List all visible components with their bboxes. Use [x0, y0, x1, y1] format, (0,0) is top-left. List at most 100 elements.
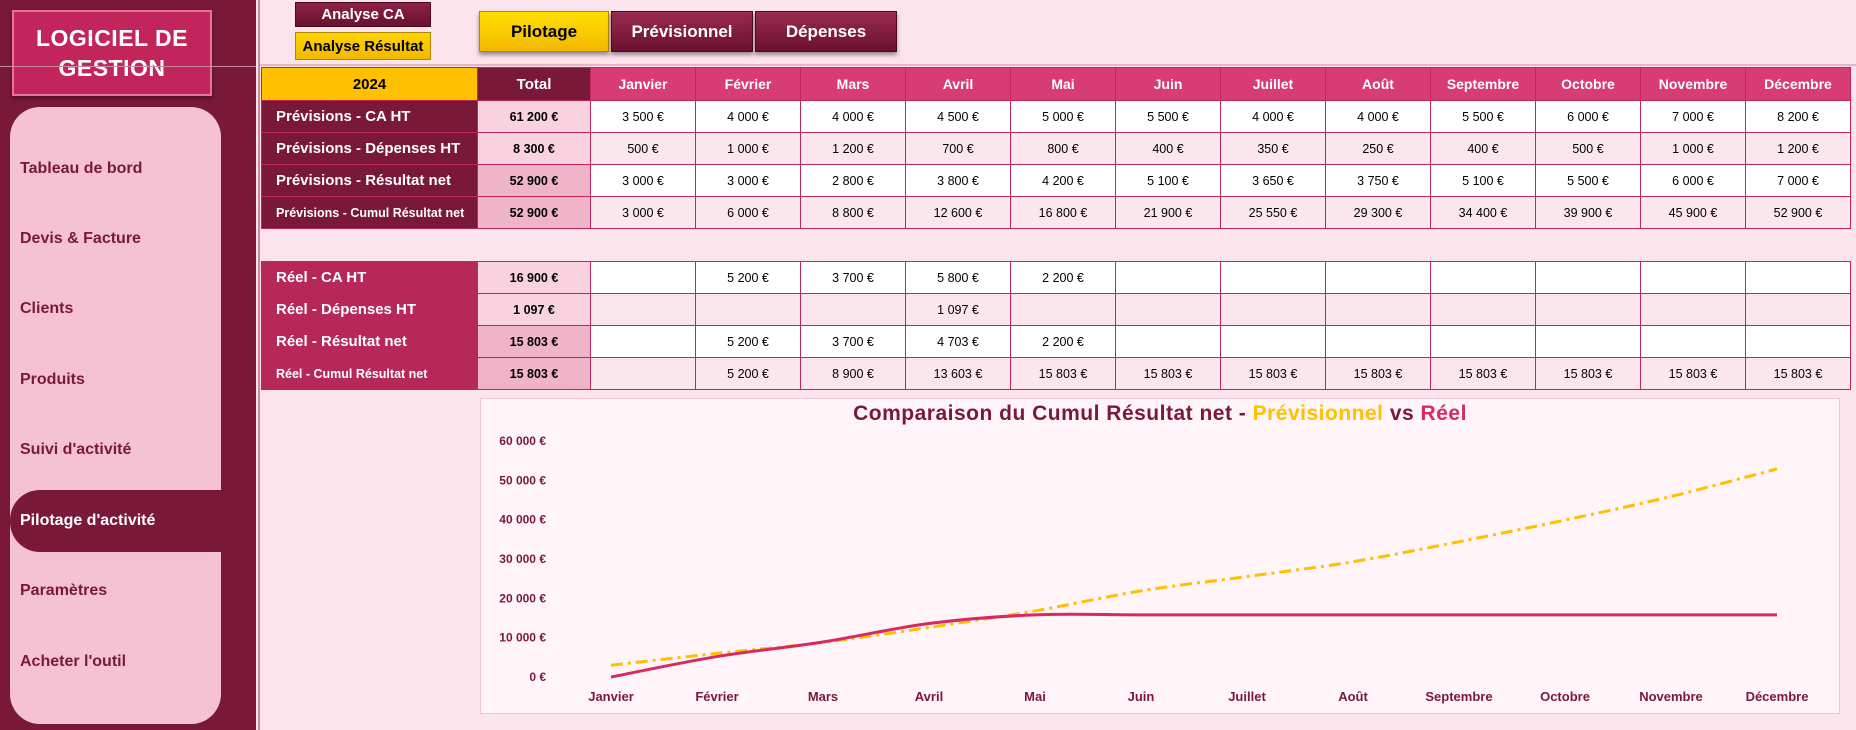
- table-cell[interactable]: 4 000 €: [1220, 100, 1326, 133]
- table-cell[interactable]: 3 750 €: [1325, 164, 1431, 197]
- table-cell[interactable]: [1220, 293, 1326, 326]
- table-cell[interactable]: 3 500 €: [590, 100, 696, 133]
- sidebar-item-acheter-outil[interactable]: Acheter l'outil: [20, 653, 127, 670]
- table-cell[interactable]: 400 €: [1115, 132, 1221, 165]
- sidebar-item-devis-facture[interactable]: Devis & Facture: [20, 230, 141, 247]
- table-cell[interactable]: 700 €: [905, 132, 1011, 165]
- table-cell[interactable]: 15 803 €: [1010, 357, 1116, 390]
- table-cell[interactable]: [1325, 293, 1431, 326]
- table-cell[interactable]: 3 700 €: [800, 325, 906, 358]
- table-cell[interactable]: 3 700 €: [800, 261, 906, 294]
- table-cell[interactable]: 6 000 €: [695, 196, 801, 229]
- table-cell[interactable]: [590, 357, 696, 390]
- table-cell[interactable]: 16 800 €: [1010, 196, 1116, 229]
- table-cell[interactable]: 1 097 €: [905, 293, 1011, 326]
- sidebar-item-pilotage-activite[interactable]: Pilotage d'activité: [10, 490, 222, 552]
- table-cell[interactable]: [1535, 293, 1641, 326]
- table-cell[interactable]: [1010, 293, 1116, 326]
- analyse-resultat-button[interactable]: Analyse Résultat: [295, 32, 431, 60]
- sidebar-item-suivi-activite[interactable]: Suivi d'activité: [20, 441, 132, 458]
- table-cell[interactable]: [1640, 325, 1746, 358]
- analyse-ca-button[interactable]: Analyse CA: [295, 2, 431, 27]
- table-cell[interactable]: 3 000 €: [590, 196, 696, 229]
- table-cell[interactable]: 21 900 €: [1115, 196, 1221, 229]
- table-cell[interactable]: 5 000 €: [1010, 100, 1116, 133]
- table-cell[interactable]: 34 400 €: [1430, 196, 1536, 229]
- table-cell[interactable]: [590, 325, 696, 358]
- table-cell[interactable]: 12 600 €: [905, 196, 1011, 229]
- table-cell[interactable]: 4 703 €: [905, 325, 1011, 358]
- table-cell[interactable]: 15 803 €: [1325, 357, 1431, 390]
- table-cell[interactable]: 3 800 €: [905, 164, 1011, 197]
- table-cell[interactable]: [1220, 325, 1326, 358]
- table-cell[interactable]: [1430, 325, 1536, 358]
- table-cell[interactable]: 39 900 €: [1535, 196, 1641, 229]
- tab-depenses[interactable]: Dépenses: [755, 11, 897, 52]
- table-cell[interactable]: 3 650 €: [1220, 164, 1326, 197]
- table-cell[interactable]: 45 900 €: [1640, 196, 1746, 229]
- table-cell[interactable]: 2 200 €: [1010, 261, 1116, 294]
- table-cell[interactable]: 7 000 €: [1745, 164, 1851, 197]
- table-cell[interactable]: [1220, 261, 1326, 294]
- table-cell[interactable]: 13 603 €: [905, 357, 1011, 390]
- table-cell[interactable]: [1745, 261, 1851, 294]
- table-cell[interactable]: 500 €: [1535, 132, 1641, 165]
- table-cell[interactable]: 2 800 €: [800, 164, 906, 197]
- table-cell[interactable]: 52 900 €: [1745, 196, 1851, 229]
- table-cell[interactable]: 4 200 €: [1010, 164, 1116, 197]
- table-cell[interactable]: [1535, 325, 1641, 358]
- table-cell[interactable]: 29 300 €: [1325, 196, 1431, 229]
- table-cell[interactable]: [1325, 261, 1431, 294]
- table-cell[interactable]: 4 500 €: [905, 100, 1011, 133]
- table-cell[interactable]: 250 €: [1325, 132, 1431, 165]
- table-cell[interactable]: [1430, 261, 1536, 294]
- table-cell[interactable]: [590, 261, 696, 294]
- table-cell[interactable]: 15 803 €: [1115, 357, 1221, 390]
- sidebar-item-clients[interactable]: Clients: [20, 300, 74, 317]
- table-cell[interactable]: [1745, 293, 1851, 326]
- table-cell[interactable]: 8 200 €: [1745, 100, 1851, 133]
- table-cell[interactable]: 5 200 €: [695, 325, 801, 358]
- sidebar-item-parametres[interactable]: Paramètres: [20, 582, 108, 599]
- table-cell[interactable]: 8 800 €: [800, 196, 906, 229]
- table-cell[interactable]: [695, 293, 801, 326]
- table-cell[interactable]: 15 803 €: [1745, 357, 1851, 390]
- table-cell[interactable]: 1 000 €: [1640, 132, 1746, 165]
- tab-pilotage[interactable]: Pilotage: [479, 11, 609, 52]
- sidebar-item-tableau-de-bord[interactable]: Tableau de bord: [20, 160, 143, 177]
- table-cell[interactable]: [1535, 261, 1641, 294]
- table-cell[interactable]: 7 000 €: [1640, 100, 1746, 133]
- table-cell[interactable]: 5 500 €: [1115, 100, 1221, 133]
- table-cell[interactable]: [590, 293, 696, 326]
- table-cell[interactable]: [1745, 325, 1851, 358]
- table-cell[interactable]: [800, 293, 906, 326]
- table-cell[interactable]: [1430, 293, 1536, 326]
- table-cell[interactable]: 1 200 €: [800, 132, 906, 165]
- table-cell[interactable]: 25 550 €: [1220, 196, 1326, 229]
- sidebar-item-produits[interactable]: Produits: [20, 371, 85, 388]
- table-cell[interactable]: 5 800 €: [905, 261, 1011, 294]
- table-cell[interactable]: [1640, 293, 1746, 326]
- table-cell[interactable]: 4 000 €: [1325, 100, 1431, 133]
- table-cell[interactable]: 6 000 €: [1535, 100, 1641, 133]
- table-cell[interactable]: 6 000 €: [1640, 164, 1746, 197]
- table-cell[interactable]: 15 803 €: [1640, 357, 1746, 390]
- table-cell[interactable]: [1325, 325, 1431, 358]
- table-cell[interactable]: 500 €: [590, 132, 696, 165]
- table-cell[interactable]: 15 803 €: [1220, 357, 1326, 390]
- table-cell[interactable]: 3 000 €: [695, 164, 801, 197]
- table-cell[interactable]: 5 500 €: [1430, 100, 1536, 133]
- table-cell[interactable]: 5 200 €: [695, 261, 801, 294]
- table-cell[interactable]: 2 200 €: [1010, 325, 1116, 358]
- table-cell[interactable]: [1115, 325, 1221, 358]
- table-cell[interactable]: 350 €: [1220, 132, 1326, 165]
- table-cell[interactable]: 1 000 €: [695, 132, 801, 165]
- table-cell[interactable]: [1640, 261, 1746, 294]
- table-cell[interactable]: 4 000 €: [800, 100, 906, 133]
- table-cell[interactable]: 5 100 €: [1430, 164, 1536, 197]
- table-cell[interactable]: 5 100 €: [1115, 164, 1221, 197]
- table-cell[interactable]: 8 900 €: [800, 357, 906, 390]
- table-cell[interactable]: [1115, 261, 1221, 294]
- table-cell[interactable]: 15 803 €: [1430, 357, 1536, 390]
- tab-previsionnel[interactable]: Prévisionnel: [611, 11, 753, 52]
